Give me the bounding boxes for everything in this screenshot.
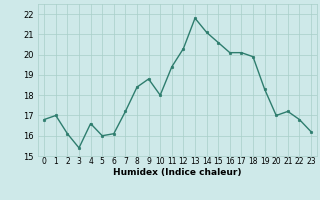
X-axis label: Humidex (Indice chaleur): Humidex (Indice chaleur) (113, 168, 242, 177)
